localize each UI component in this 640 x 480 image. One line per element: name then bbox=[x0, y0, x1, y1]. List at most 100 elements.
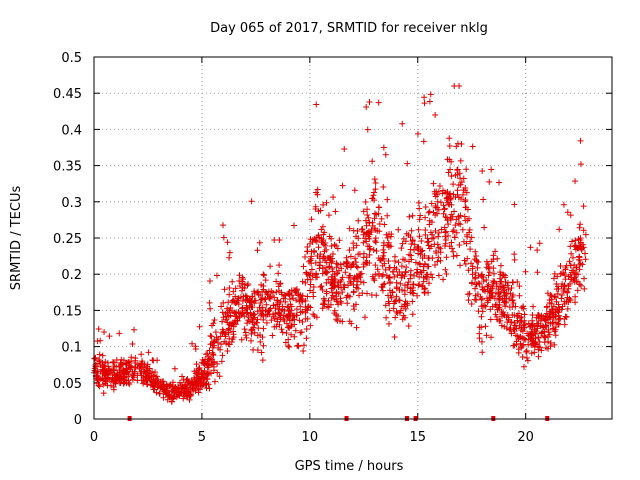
y-tick-label: 0.3 bbox=[61, 196, 82, 211]
data-point bbox=[91, 355, 98, 362]
data-point bbox=[392, 314, 399, 321]
data-point bbox=[398, 263, 405, 270]
data-point bbox=[414, 266, 421, 273]
data-point bbox=[410, 281, 417, 288]
data-point bbox=[251, 314, 258, 321]
data-point bbox=[462, 217, 469, 224]
data-point bbox=[260, 286, 267, 293]
data-point bbox=[141, 361, 148, 368]
data-point bbox=[495, 296, 502, 303]
data-point bbox=[444, 156, 451, 163]
data-point bbox=[317, 251, 324, 258]
data-point bbox=[344, 300, 351, 307]
data-point bbox=[118, 356, 125, 363]
data-point bbox=[480, 278, 487, 285]
data-point bbox=[547, 339, 554, 346]
data-point bbox=[468, 234, 475, 241]
data-point bbox=[123, 380, 130, 387]
data-point bbox=[366, 99, 373, 106]
data-point bbox=[562, 264, 569, 271]
data-point bbox=[409, 311, 416, 318]
data-point bbox=[572, 299, 579, 306]
data-point bbox=[362, 199, 369, 206]
data-point bbox=[502, 303, 509, 310]
data-point bbox=[250, 310, 257, 317]
data-point bbox=[402, 298, 409, 305]
data-point bbox=[200, 380, 207, 387]
data-point bbox=[492, 248, 499, 255]
data-point bbox=[116, 330, 123, 337]
data-point bbox=[468, 301, 475, 308]
data-point bbox=[550, 311, 557, 318]
data-point bbox=[285, 336, 292, 343]
data-point bbox=[554, 307, 561, 314]
data-point bbox=[415, 199, 422, 206]
data-point bbox=[330, 280, 337, 287]
data-point bbox=[257, 292, 264, 299]
data-point bbox=[307, 281, 314, 288]
data-point bbox=[497, 269, 504, 276]
data-point bbox=[461, 257, 468, 264]
data-point bbox=[451, 208, 458, 215]
data-point bbox=[434, 210, 441, 217]
data-point bbox=[263, 319, 270, 326]
data-point bbox=[486, 263, 493, 270]
data-point bbox=[189, 340, 196, 347]
data-point bbox=[370, 246, 377, 253]
data-point bbox=[231, 319, 238, 326]
data-point bbox=[419, 247, 426, 254]
y-tick-label: 0.5 bbox=[61, 51, 82, 66]
data-point bbox=[541, 332, 548, 339]
data-point bbox=[519, 354, 526, 361]
data-point bbox=[391, 273, 398, 280]
data-point bbox=[552, 319, 559, 326]
data-point bbox=[205, 354, 212, 361]
data-point bbox=[181, 393, 188, 400]
data-point bbox=[407, 271, 414, 278]
data-point bbox=[513, 332, 520, 339]
data-point bbox=[469, 271, 476, 278]
data-point bbox=[302, 297, 309, 304]
data-point bbox=[409, 212, 416, 219]
data-point bbox=[325, 254, 332, 261]
data-point bbox=[346, 225, 353, 232]
data-point bbox=[350, 276, 357, 283]
data-point bbox=[468, 260, 475, 267]
data-point bbox=[276, 262, 283, 269]
data-point bbox=[534, 247, 541, 254]
data-point bbox=[420, 138, 427, 145]
data-point bbox=[434, 204, 441, 211]
data-point bbox=[274, 297, 281, 304]
data-point bbox=[145, 349, 152, 356]
data-point bbox=[217, 346, 224, 353]
data-point bbox=[302, 279, 309, 286]
data-point bbox=[339, 274, 346, 281]
data-point bbox=[304, 315, 311, 322]
data-point bbox=[567, 212, 574, 219]
data-point bbox=[236, 282, 243, 289]
data-point bbox=[204, 364, 211, 371]
data-point bbox=[454, 171, 461, 178]
data-point bbox=[284, 314, 291, 321]
data-point bbox=[300, 347, 307, 354]
data-point bbox=[443, 214, 450, 221]
data-point bbox=[445, 232, 452, 239]
data-point bbox=[475, 272, 482, 279]
data-point bbox=[394, 310, 401, 317]
data-point bbox=[241, 326, 248, 333]
data-point bbox=[386, 264, 393, 271]
data-point bbox=[360, 208, 367, 215]
data-point bbox=[445, 193, 452, 200]
data-point bbox=[462, 260, 469, 267]
data-point bbox=[425, 209, 432, 216]
data-point bbox=[132, 364, 139, 371]
data-point bbox=[376, 272, 383, 279]
data-point bbox=[377, 257, 384, 264]
data-point bbox=[134, 372, 141, 379]
data-point bbox=[242, 329, 249, 336]
data-point bbox=[102, 358, 109, 365]
data-point bbox=[369, 273, 376, 280]
data-point bbox=[138, 365, 145, 372]
data-point bbox=[380, 242, 387, 249]
data-point bbox=[166, 391, 173, 398]
